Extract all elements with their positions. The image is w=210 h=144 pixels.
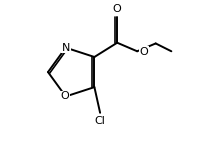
Text: O: O	[61, 91, 69, 102]
Text: O: O	[113, 3, 122, 14]
Text: Cl: Cl	[95, 116, 106, 126]
Text: O: O	[139, 47, 148, 57]
Text: N: N	[62, 43, 70, 53]
